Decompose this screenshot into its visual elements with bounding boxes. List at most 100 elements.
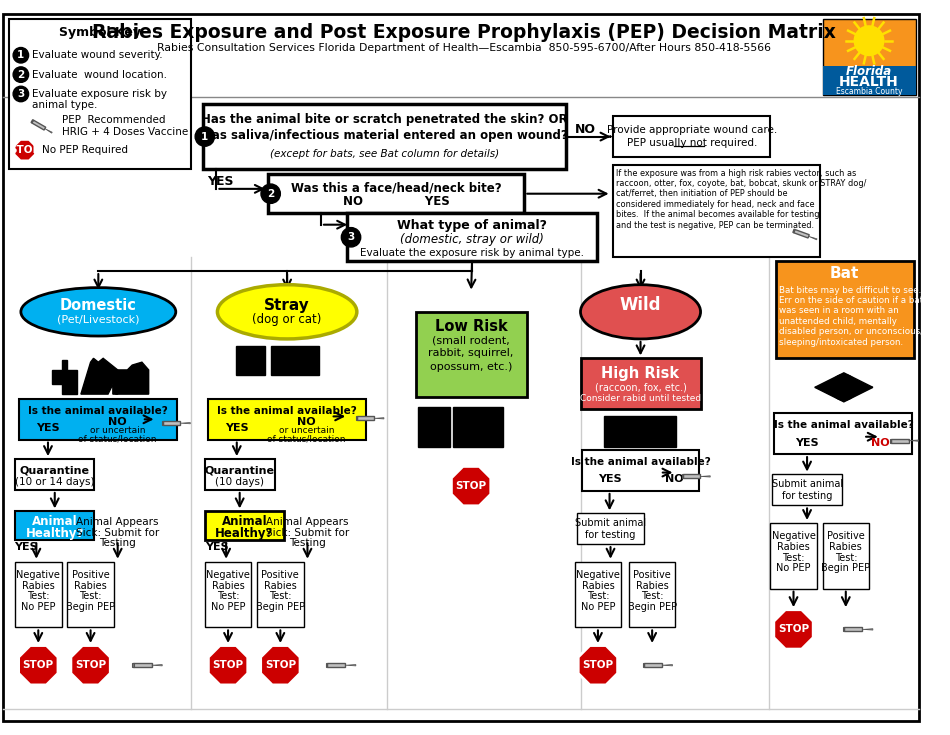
Polygon shape	[271, 345, 319, 375]
Text: 3: 3	[17, 89, 25, 99]
Text: No PEP: No PEP	[776, 564, 810, 573]
Text: Animal: Animal	[32, 515, 78, 528]
FancyBboxPatch shape	[582, 451, 698, 491]
Text: (domestic, stray or wild): (domestic, stray or wild)	[400, 233, 544, 245]
Circle shape	[261, 184, 280, 204]
FancyBboxPatch shape	[793, 229, 809, 238]
Text: NO: NO	[108, 417, 127, 427]
FancyBboxPatch shape	[823, 66, 916, 95]
FancyBboxPatch shape	[575, 562, 621, 628]
Text: 1: 1	[17, 50, 25, 60]
Text: 1: 1	[201, 132, 208, 142]
Text: Test:: Test:	[217, 592, 239, 601]
Polygon shape	[808, 237, 817, 240]
Text: Sick: Submit for: Sick: Submit for	[76, 528, 160, 537]
Text: Negative: Negative	[576, 570, 619, 580]
FancyBboxPatch shape	[203, 104, 566, 170]
Text: Begin PEP: Begin PEP	[628, 602, 676, 612]
Text: Submit animal: Submit animal	[575, 518, 646, 528]
FancyBboxPatch shape	[133, 663, 152, 667]
Polygon shape	[81, 358, 118, 394]
Text: 2: 2	[267, 189, 275, 198]
FancyBboxPatch shape	[326, 663, 328, 667]
FancyBboxPatch shape	[208, 399, 366, 440]
FancyBboxPatch shape	[682, 475, 683, 478]
Text: YES: YES	[14, 542, 37, 552]
Text: Test:: Test:	[269, 592, 292, 601]
Text: Provide appropriate wound care.: Provide appropriate wound care.	[607, 125, 777, 135]
FancyBboxPatch shape	[327, 663, 346, 667]
Text: (raccoon, fox, etc.): (raccoon, fox, etc.)	[595, 382, 687, 392]
Text: Consider rabid until tested: Consider rabid until tested	[580, 395, 701, 404]
FancyBboxPatch shape	[843, 627, 845, 631]
Text: YES: YES	[598, 474, 621, 484]
Text: PEP usually not required.: PEP usually not required.	[627, 138, 757, 148]
Polygon shape	[908, 440, 919, 441]
Polygon shape	[662, 664, 673, 666]
Polygon shape	[52, 360, 77, 394]
Text: NO               YES: NO YES	[343, 195, 449, 208]
Polygon shape	[236, 345, 265, 375]
Text: Quarantine: Quarantine	[20, 465, 89, 476]
Circle shape	[13, 86, 28, 101]
FancyBboxPatch shape	[15, 562, 62, 628]
Text: Rabies Exposure and Post Exposure Prophylaxis (PEP) Decision Matrix: Rabies Exposure and Post Exposure Prophy…	[92, 24, 836, 43]
Polygon shape	[700, 476, 711, 477]
Text: Test:: Test:	[80, 592, 102, 601]
FancyBboxPatch shape	[683, 475, 700, 478]
FancyBboxPatch shape	[416, 312, 527, 397]
FancyBboxPatch shape	[891, 439, 908, 442]
Text: Rabies: Rabies	[212, 581, 244, 591]
FancyBboxPatch shape	[15, 459, 94, 490]
Text: Domestic: Domestic	[60, 298, 137, 312]
Text: Testing: Testing	[289, 538, 326, 548]
FancyBboxPatch shape	[355, 416, 357, 420]
Text: Bat bites may be difficult to see.
Err on the side of caution if a bat
was seen : Bat bites may be difficult to see. Err o…	[779, 286, 923, 347]
FancyBboxPatch shape	[257, 562, 304, 628]
Text: Stray: Stray	[264, 298, 310, 312]
Polygon shape	[374, 417, 384, 419]
Polygon shape	[116, 362, 148, 394]
Text: (Pet/Livestock): (Pet/Livestock)	[57, 315, 140, 325]
Polygon shape	[260, 645, 300, 685]
Text: Animal Appears: Animal Appears	[76, 517, 159, 527]
Text: Submit animal: Submit animal	[771, 479, 843, 490]
Text: Evaluate  wound location.: Evaluate wound location.	[32, 70, 167, 79]
FancyBboxPatch shape	[15, 512, 94, 540]
FancyBboxPatch shape	[823, 19, 916, 95]
FancyBboxPatch shape	[823, 523, 869, 589]
Polygon shape	[604, 417, 676, 448]
Ellipse shape	[218, 284, 357, 339]
Polygon shape	[815, 387, 873, 402]
Text: or uncertain: or uncertain	[90, 426, 145, 435]
FancyBboxPatch shape	[163, 421, 180, 425]
Polygon shape	[152, 664, 162, 666]
Ellipse shape	[580, 284, 700, 339]
Text: Positive: Positive	[261, 570, 299, 580]
Text: rabbit, squirrel,: rabbit, squirrel,	[428, 348, 514, 359]
Text: Begin PEP: Begin PEP	[66, 602, 115, 612]
Text: for testing: for testing	[585, 529, 636, 539]
Text: Test:: Test:	[587, 592, 609, 601]
Polygon shape	[451, 467, 491, 506]
Text: Positive: Positive	[826, 531, 864, 542]
Polygon shape	[208, 645, 248, 685]
Circle shape	[853, 25, 884, 56]
Text: (dog or cat): (dog or cat)	[253, 313, 322, 326]
Text: STOP: STOP	[75, 660, 106, 670]
Text: Is the animal available?: Is the animal available?	[571, 457, 711, 467]
Text: Evaluate wound severity.: Evaluate wound severity.	[32, 50, 163, 60]
Ellipse shape	[21, 287, 176, 336]
FancyBboxPatch shape	[205, 459, 275, 490]
Text: Bat: Bat	[829, 265, 859, 281]
FancyBboxPatch shape	[19, 399, 177, 440]
FancyBboxPatch shape	[67, 562, 114, 628]
Text: HEALTH: HEALTH	[839, 76, 899, 90]
Text: (10 or 14 days): (10 or 14 days)	[15, 477, 94, 487]
Text: Healthy?: Healthy?	[216, 527, 274, 540]
Text: PEP  Recommended: PEP Recommended	[62, 115, 165, 125]
Text: (except for bats, see Bat column for details): (except for bats, see Bat column for det…	[270, 149, 499, 159]
Text: No PEP: No PEP	[580, 602, 616, 612]
FancyBboxPatch shape	[205, 512, 284, 540]
Polygon shape	[815, 373, 873, 387]
